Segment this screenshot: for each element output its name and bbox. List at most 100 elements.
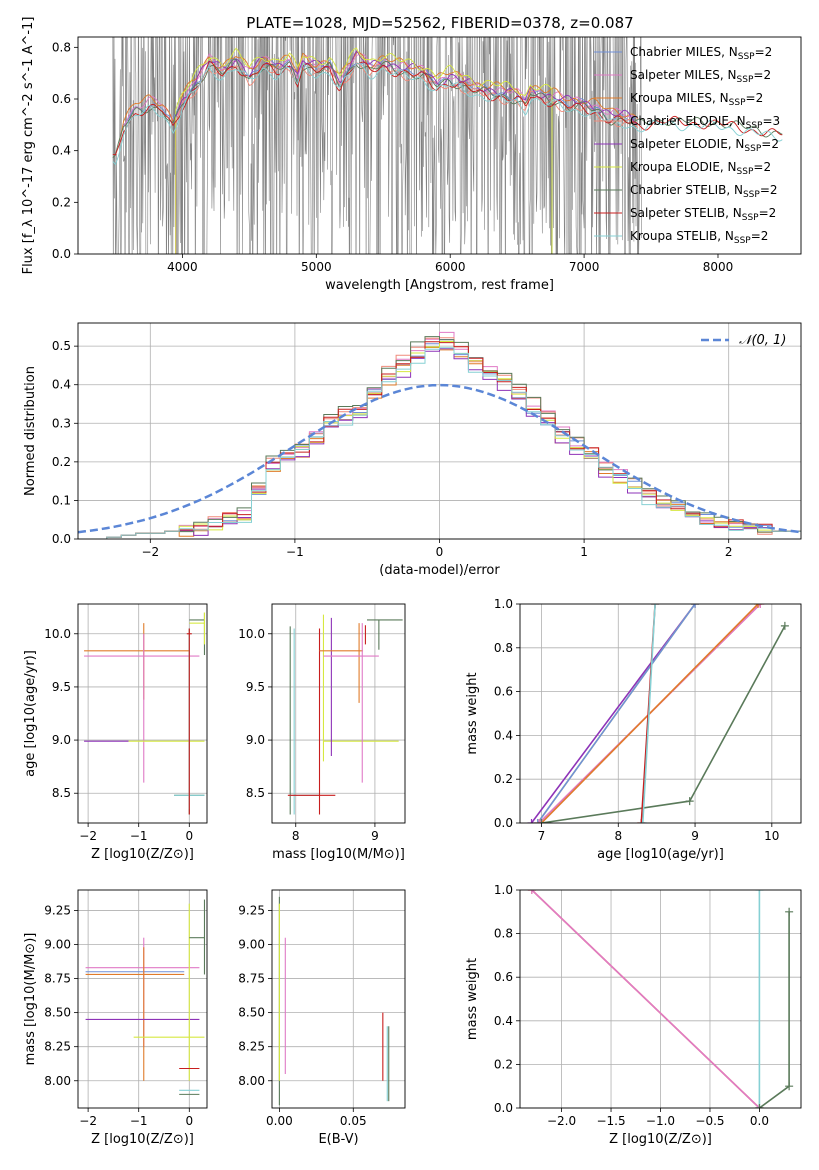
y-tick-label: 10.0 [44, 627, 71, 641]
x-tick-label: −1 [130, 1114, 148, 1128]
y-axis-label: Normed distribution [23, 366, 38, 496]
y-tick-label: 0.3 [52, 416, 71, 430]
legend-suffix: =2 [753, 160, 771, 174]
weight-marker-chabrier-miles [533, 819, 542, 823]
x-tick-label: 10 [764, 829, 779, 843]
legend-text: Kroupa STELIB, N [630, 229, 734, 243]
legend-suffix: =2 [760, 183, 778, 197]
x-tick-label: 9 [691, 829, 699, 843]
y-tick-label: 8.25 [238, 1040, 265, 1054]
weight-marker-kroupa-stelib [638, 819, 647, 823]
residuals-panel: −2 −1 0 1 2 0.0 0.1 0.2 0.3 0.4 0.5 (data-model)/er… [23, 322, 802, 578]
legend-text: Salpeter STELIB, N [630, 206, 742, 220]
legend-subscript: SSP [737, 167, 754, 177]
weight-marker-salpeter-miles [527, 890, 536, 894]
mass-vs-ebv-panel: 0.00 0.05 8.00 8.25 8.50 8.75 9.00 9.25 E(B-V) [238, 889, 406, 1147]
weight-marker-kroupa-miles [754, 604, 763, 608]
y-tick-label: 0.4 [52, 144, 71, 158]
x-tick-label: 0 [185, 829, 193, 843]
legend-subscript: SSP [746, 121, 763, 131]
x-axis-label: (data-model)/error [379, 563, 500, 578]
y-tick-label: 0.2 [52, 195, 71, 209]
y-tick-label: 0.4 [494, 1014, 513, 1028]
x-tick-label: −2.0 [547, 1114, 576, 1128]
x-tick-label: 0.0 [750, 1114, 769, 1128]
mass-vs-metallicity-panel: −2 −1 0 8.00 8.25 8.50 8.75 9.00 9.25 Z [log10(Z/… [23, 889, 208, 1147]
axes-frame [77, 603, 208, 824]
y-tick-label: 8.5 [246, 786, 265, 800]
weight-marker-kroupa-stelib [755, 890, 764, 894]
x-axis-label: Z [log10(Z/Z⊙)] [91, 847, 194, 862]
weight-marker-salpeter-miles [535, 819, 544, 823]
x-axis-label: Z [log10(Z/Z⊙)] [91, 1132, 194, 1147]
weight-marker-salpeter-stelib [637, 819, 646, 823]
x-axis-label: Z [log10(Z/Z⊙)] [609, 1132, 712, 1147]
y-tick-label: 8.50 [238, 1006, 265, 1020]
x-tick-label: 4000 [167, 260, 198, 274]
legend-entry-kroupa-elodie-n-ssp-2: Kroupa ELODIE, NSSP=2 [630, 160, 771, 177]
legend-entry-chabrier-stelib-n-ssp-2: Chabrier STELIB, NSSP=2 [630, 183, 778, 200]
model-line-kroupa-stelib-n-ssp-2 [112, 62, 783, 166]
weight-line-salpeter-elodie [530, 604, 696, 823]
legend-entry-kroupa-stelib-n-ssp-2: Kroupa STELIB, NSSP=2 [630, 229, 768, 246]
y-tick-label: 1.0 [494, 597, 513, 611]
legend-subscript: SSP [737, 75, 754, 85]
x-tick-label: 9 [371, 829, 379, 843]
y-tick-label: 1.0 [494, 883, 513, 897]
x-tick-label: −1 [286, 545, 304, 559]
y-tick-label: 0.2 [52, 455, 71, 469]
legend-subscript: SSP [742, 213, 759, 223]
legend-text: Chabrier MILES, N [630, 45, 738, 59]
y-axis-label: mass weight [465, 672, 480, 754]
normal-distribution-curve [78, 383, 801, 534]
x-tick-label: 0 [185, 1114, 193, 1128]
model-line-kroupa-elodie-n-ssp-2 [175, 47, 553, 254]
legend-suffix: =2 [746, 91, 764, 105]
legend-entry-salpeter-miles-n-ssp-2: Salpeter MILES, NSSP=2 [630, 68, 771, 85]
weight_vs_age-plot-area [527, 604, 789, 823]
x-tick-label: −1 [130, 829, 148, 843]
weight-marker-salpeter-miles [756, 604, 765, 608]
age-vs-mass-panel: 8 9 8.5 9.0 9.5 10.0 mass [log10(M/M⊙)] [238, 603, 406, 862]
x-tick-label: −0.5 [695, 1114, 724, 1128]
legend-subscript: SSP [729, 98, 746, 108]
x-axis-label: mass [log10(M/M⊙)] [272, 847, 405, 862]
y-axis-label: mass [log10(M/M⊙)] [23, 933, 38, 1066]
legend-entry-salpeter-stelib-n-ssp-2: Salpeter STELIB, NSSP=2 [630, 206, 776, 223]
weight-marker-chabrier-miles [691, 604, 700, 608]
mass_vs_Z-plot-area [85, 899, 206, 1095]
weight-line-chabrier-miles [537, 604, 696, 823]
legend-entry-kroupa-miles-n-ssp-2: Kroupa MILES, NSSP=2 [630, 91, 763, 108]
spectrum-plot-area [112, 37, 783, 254]
y-axis-label: age [log10(age/yr)] [23, 650, 38, 777]
y-tick-label: 0.1 [52, 493, 71, 507]
weight-marker-chabrier-stelib [780, 621, 789, 630]
age_vs_Z-plot-area [84, 612, 206, 815]
y-tick-label: 8.75 [44, 972, 71, 986]
weight-marker-chabrier-stelib [755, 1104, 764, 1108]
weight-line-salpeter-miles [531, 890, 760, 1108]
spectrum-panel: 4000 5000 6000 7000 8000 0.0 0.2 0.4 0.6 0.8 wavel… [21, 17, 802, 293]
weight-marker-chabrier-stelib [785, 1082, 794, 1091]
legend-text: Salpeter MILES, N [630, 68, 737, 82]
y-tick-label: 0.6 [494, 970, 513, 984]
y-tick-label: 0.6 [52, 92, 71, 106]
legend-suffix: =3 [762, 114, 780, 128]
x-tick-label: −2 [141, 545, 159, 559]
y-tick-label: 8.25 [44, 1040, 71, 1054]
legend-suffix: =2 [753, 68, 771, 82]
x-axis-label: age [log10(age/yr)] [597, 847, 724, 862]
model-line-salpeter-elodie-n-ssp-2 [175, 50, 638, 254]
y-axis-label: Flux [f_λ 10^-17 erg cm^-2 s^-1 A^-1] [21, 17, 36, 275]
y-tick-label: 0.5 [52, 339, 71, 353]
histogram-chabrier-stelib [78, 336, 801, 539]
legend-suffix: =2 [761, 137, 779, 151]
axes-frame [271, 603, 406, 824]
x-tick-label: 7000 [569, 260, 600, 274]
y-tick-label: 9.0 [246, 733, 265, 747]
legend-entry-salpeter-elodie-n-ssp-2: Salpeter ELODIE, NSSP=2 [630, 137, 779, 154]
x-tick-label: −2 [79, 1114, 97, 1128]
y-tick-label: 8.5 [52, 786, 71, 800]
x-tick-label: 0 [436, 545, 444, 559]
x-tick-label: 8 [292, 829, 300, 843]
